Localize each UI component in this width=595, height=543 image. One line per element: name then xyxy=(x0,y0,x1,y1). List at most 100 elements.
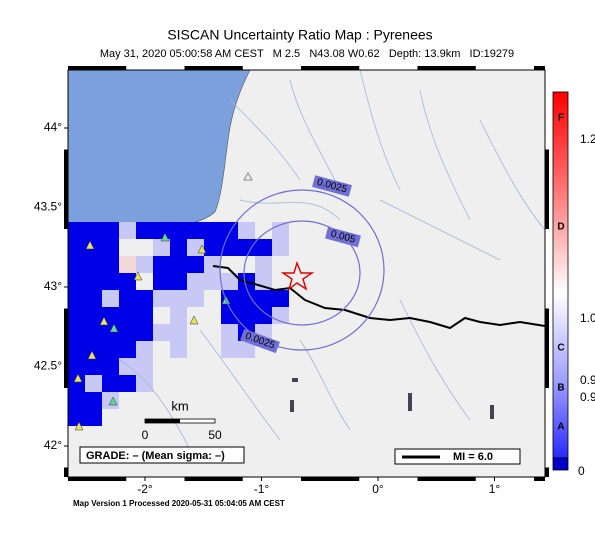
grid-cell xyxy=(221,341,238,358)
contour-label-box xyxy=(325,226,361,248)
grid-cell xyxy=(68,290,85,307)
lakes xyxy=(290,378,494,419)
grid-cell xyxy=(170,341,187,358)
grid-cell xyxy=(102,307,119,324)
grid-cell xyxy=(136,375,153,392)
grid-cell xyxy=(102,222,119,239)
grid-cell xyxy=(119,256,136,273)
grid-cell xyxy=(272,290,289,307)
grid-cell xyxy=(102,290,119,307)
grid-cell xyxy=(102,341,119,358)
colorbar-gradient xyxy=(552,91,569,459)
station xyxy=(133,271,143,281)
grade: GRADE: – (Mean sigma: –) xyxy=(86,450,225,462)
legend-box xyxy=(394,448,521,465)
lat-label: 43° xyxy=(44,279,62,293)
grid-cell xyxy=(119,324,136,341)
scale-bar: km 0 50 xyxy=(142,398,222,442)
grid-cell xyxy=(68,392,85,409)
contour xyxy=(219,189,385,351)
contour xyxy=(243,220,361,326)
station xyxy=(109,323,119,333)
grid-cell xyxy=(136,290,153,307)
lon-label: 0° xyxy=(372,482,384,496)
lat-label: 42° xyxy=(44,438,62,452)
grid-cell xyxy=(238,307,255,324)
colorbar-min xyxy=(552,457,569,471)
frame-segment xyxy=(417,477,476,481)
grid-cell xyxy=(68,341,85,358)
lat-label: 44° xyxy=(44,120,62,134)
frame-segment xyxy=(184,477,243,481)
frame-segment xyxy=(417,66,476,70)
grid-cell xyxy=(153,222,170,239)
grid-cell xyxy=(170,307,187,324)
grid-cell xyxy=(153,256,170,273)
scale-bar-fill xyxy=(145,419,180,423)
contour-label-box xyxy=(312,175,352,197)
grid-cell xyxy=(221,222,238,239)
grid-cell xyxy=(136,324,153,341)
title: SISCAN Uncertainty Ratio Map : Pyrenees xyxy=(167,27,432,43)
grid-cell xyxy=(102,273,119,290)
grid-cell xyxy=(119,375,136,392)
grade-box xyxy=(79,446,245,464)
frame-segment xyxy=(301,477,360,481)
scale-end: 50 xyxy=(208,428,222,442)
grid-cell xyxy=(102,239,119,256)
grid-cells xyxy=(68,222,289,431)
grade-letter: B xyxy=(557,383,564,394)
grid-cell xyxy=(68,409,85,426)
grid-cell xyxy=(68,307,85,324)
frame-segment xyxy=(68,66,127,70)
station xyxy=(189,315,199,325)
grid-cell xyxy=(255,290,272,307)
epicenter xyxy=(280,260,315,291)
grid-cell xyxy=(170,290,187,307)
station xyxy=(243,171,253,181)
grid-cell xyxy=(85,290,102,307)
rivers xyxy=(119,70,545,451)
grid-cell xyxy=(136,307,153,324)
grid-cell xyxy=(204,222,221,239)
grid-cell xyxy=(238,239,255,256)
scale-unit: km xyxy=(171,398,188,413)
frame-segment xyxy=(68,477,127,481)
grid-cell xyxy=(136,222,153,239)
grid-cell xyxy=(255,256,272,273)
grid-cell xyxy=(119,290,136,307)
grid-cell xyxy=(187,222,204,239)
scale-start: 0 xyxy=(142,428,149,442)
frame-segment xyxy=(545,467,549,477)
grid-cell xyxy=(68,239,85,256)
grid-cell xyxy=(272,239,289,256)
grade-letter: F xyxy=(558,113,564,124)
footer: Map Version 1 Processed 2020-05-31 05:04… xyxy=(73,499,285,508)
frame-segment xyxy=(64,467,68,477)
colorbar-label: 0 xyxy=(578,464,585,478)
frame xyxy=(64,66,549,481)
station xyxy=(160,232,170,242)
station xyxy=(73,373,83,383)
frame-segment xyxy=(184,66,243,70)
grid-cell xyxy=(221,273,238,290)
grid-cell xyxy=(170,273,187,290)
colorbar-label: 0.9 xyxy=(580,373,595,387)
map-area xyxy=(68,70,545,477)
grid-cell xyxy=(68,273,85,290)
grid-cell xyxy=(102,375,119,392)
lon-label: 1° xyxy=(489,482,501,496)
grid-cell xyxy=(119,307,136,324)
grid-cell xyxy=(204,256,221,273)
grid-cell xyxy=(119,358,136,375)
grid-cell xyxy=(85,375,102,392)
grid-cell xyxy=(85,409,102,426)
colorbar: F D C B A 1.2 1.0 0.9 0.9 0 xyxy=(552,91,595,478)
station xyxy=(74,421,84,431)
grid-cell xyxy=(187,290,204,307)
grid-cell xyxy=(68,358,85,375)
lon-label: -1° xyxy=(254,482,270,496)
grid-cell xyxy=(102,358,119,375)
station xyxy=(87,350,97,360)
station xyxy=(108,396,118,406)
